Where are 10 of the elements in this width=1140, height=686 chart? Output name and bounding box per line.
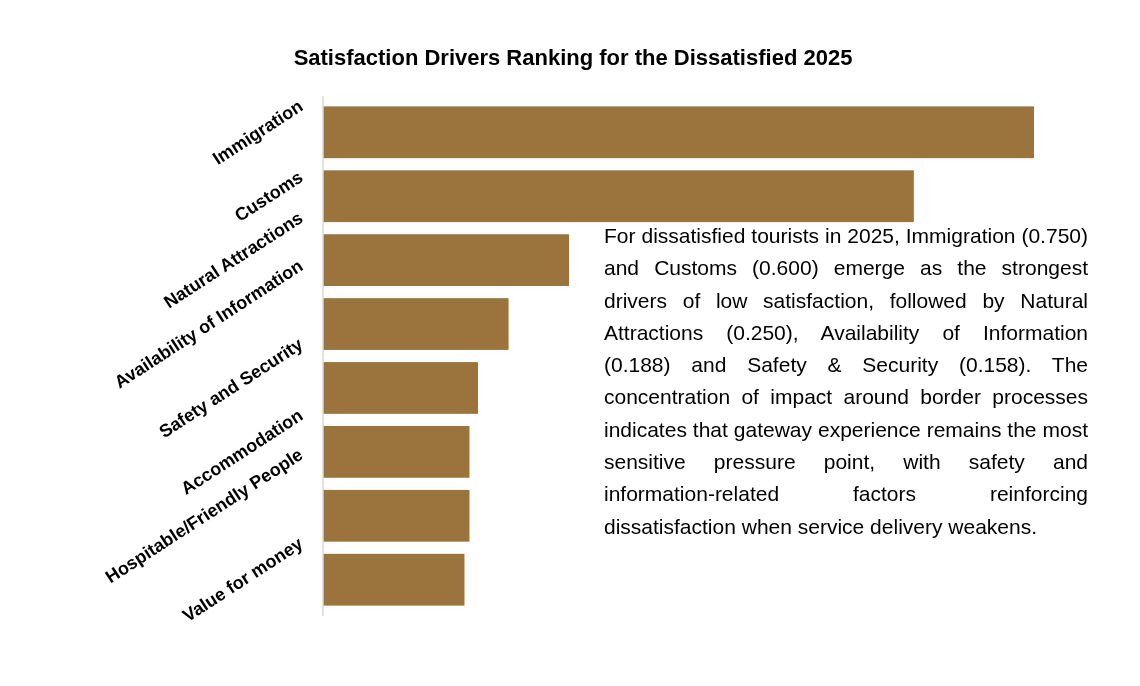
bar bbox=[323, 489, 470, 542]
bar bbox=[323, 425, 470, 478]
bar bbox=[323, 553, 465, 606]
bar bbox=[323, 362, 478, 414]
chart-title: Satisfaction Drivers Ranking for the Dissatisfied 2025 bbox=[293, 45, 853, 70]
bar bbox=[323, 298, 509, 350]
bar bbox=[323, 106, 1034, 159]
text: For dissatisfied tourists in 2025, Immigration (0.750) and Customs (0.600) emerge as the strongest drivers of low satisfaction, followed by Natural Attractions (0.250), Availability of Information (0.188) and Safety & Security (0.158). The concentration of impact around border processes indicates that gateway experience remains the most sensitive pressure point, with safety and information-related factors reinforcing dissatisfaction when service delivery weakens. bbox=[604, 224, 1088, 538]
bar bbox=[323, 234, 570, 287]
bar bbox=[323, 170, 914, 223]
